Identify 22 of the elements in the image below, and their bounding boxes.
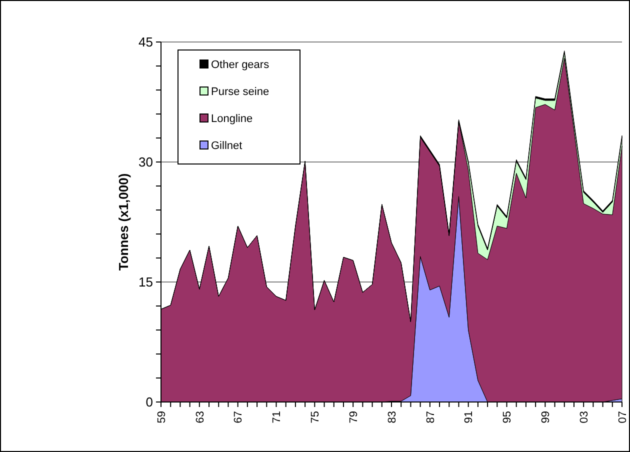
x-tick-label: 83 (386, 411, 398, 424)
x-tick-label: 75 (310, 411, 322, 424)
legend-label: Gillnet (211, 140, 242, 152)
legend-label: Longline (211, 112, 253, 125)
x-tick-label: 63 (194, 411, 206, 424)
x-tick-label: 99 (540, 411, 552, 424)
y-axis-title: Tonnes (x1,000) (116, 173, 131, 271)
x-tick-label: 71 (271, 411, 284, 424)
x-tick-label: 95 (502, 411, 514, 424)
x-tick-label: 07 (616, 411, 629, 424)
y-tick-label: 30 (138, 154, 153, 170)
y-tick-label: 0 (146, 394, 153, 410)
x-tick-label: 67 (232, 411, 245, 424)
x-tick-label: 79 (348, 411, 360, 424)
x-tick-label: 87 (424, 411, 437, 424)
y-tick-label: 45 (138, 34, 153, 50)
x-tick-label: 59 (156, 411, 168, 424)
x-tick-label: 03 (578, 411, 590, 424)
x-tick-label: 91 (463, 411, 476, 424)
legend-label: Other gears (211, 58, 270, 71)
y-tick-label: 15 (138, 274, 153, 290)
legend-label: Purse seine (211, 86, 270, 98)
